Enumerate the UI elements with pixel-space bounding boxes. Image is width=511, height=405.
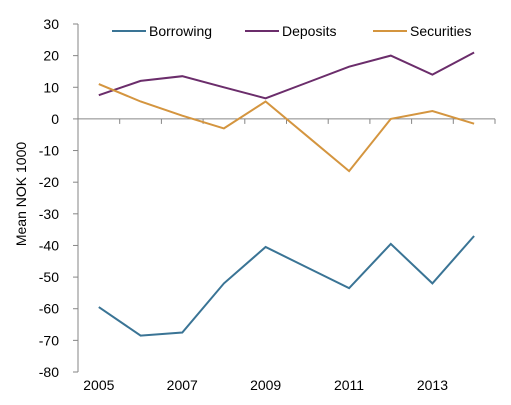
y-axis-title: Mean NOK 1000 xyxy=(13,142,29,246)
legend: Borrowing Deposits Securities xyxy=(112,23,471,39)
y-tick-label: -70 xyxy=(39,332,59,348)
axes-group: 30 20 10 0 -10 -20 -30 -40 -50 -60 -70 -80 2005 2007 2… xyxy=(39,16,496,393)
series-line-deposits xyxy=(98,51,475,100)
legend-item-borrowing: Borrowing xyxy=(112,23,212,39)
y-tick-label: 30 xyxy=(43,16,59,32)
legend-label: Borrowing xyxy=(149,23,212,39)
y-tick-label: -10 xyxy=(39,143,59,159)
y-tick-label: 0 xyxy=(51,111,59,127)
y-tick-label: -80 xyxy=(39,364,59,380)
series-line-securities xyxy=(98,83,475,173)
series-lines-group xyxy=(98,51,475,337)
x-tick-label: 2011 xyxy=(334,377,364,393)
y-tick-label: 20 xyxy=(43,48,59,64)
y-tick-label: -20 xyxy=(39,174,59,190)
legend-item-securities: Securities xyxy=(373,23,471,39)
x-tick-label: 2007 xyxy=(167,377,198,393)
x-tick-label: 2009 xyxy=(250,377,281,393)
y-tick-label: -30 xyxy=(39,206,59,222)
series-line-borrowing xyxy=(98,235,475,337)
y-tick-label: -50 xyxy=(39,269,59,285)
legend-item-deposits: Deposits xyxy=(245,23,336,39)
legend-label: Deposits xyxy=(282,23,336,39)
y-tick-label: -40 xyxy=(39,237,59,253)
legend-label: Securities xyxy=(410,23,471,39)
x-tick-label: 2013 xyxy=(417,377,448,393)
x-tick-label: 2005 xyxy=(83,377,114,393)
y-tick-label: 10 xyxy=(43,79,59,95)
y-tick-label: -60 xyxy=(39,301,59,317)
